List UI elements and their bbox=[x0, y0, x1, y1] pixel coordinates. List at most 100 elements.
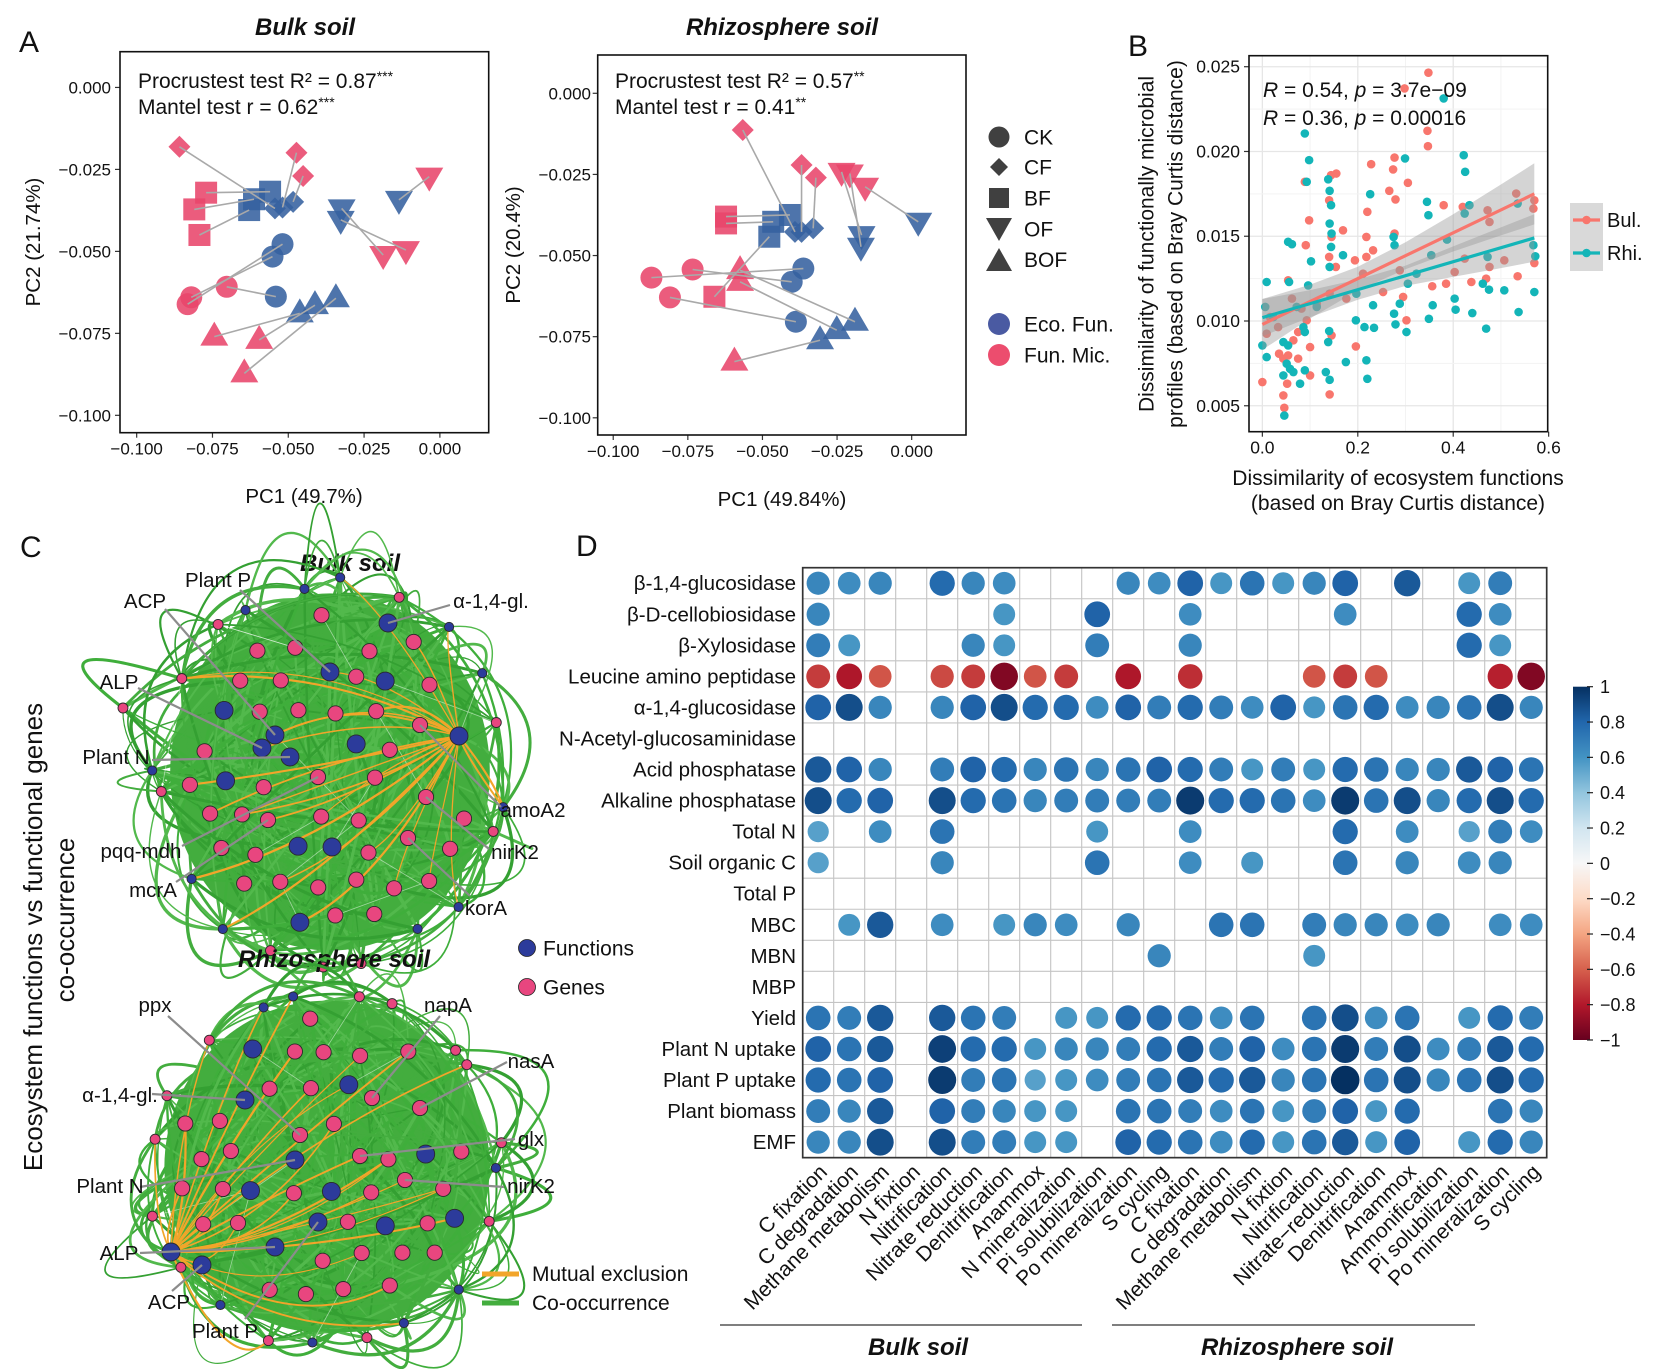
correlation-circle bbox=[1024, 1069, 1046, 1091]
co-occurrence-edge bbox=[424, 683, 470, 799]
point-rhi bbox=[1321, 367, 1331, 377]
correlation-circle bbox=[1332, 1098, 1359, 1124]
correlation-circle bbox=[1085, 788, 1110, 813]
point-rhi bbox=[1478, 279, 1488, 289]
correlation-circle bbox=[1023, 757, 1047, 782]
point-bul bbox=[1450, 267, 1459, 277]
correlation-circle bbox=[1303, 758, 1326, 781]
function-node bbox=[214, 700, 234, 720]
correlation-circle bbox=[1146, 1098, 1172, 1124]
point-fun-mic-bof bbox=[230, 358, 259, 383]
mutual-exclusion-edge bbox=[191, 735, 460, 880]
colorbar-tick-label: 0 bbox=[1600, 854, 1610, 874]
co-occurrence-edge bbox=[398, 596, 513, 808]
gene-node bbox=[203, 1034, 215, 1046]
r-symbol: R bbox=[1263, 79, 1278, 102]
correlation-circle bbox=[1301, 1067, 1327, 1093]
correlation-circle bbox=[1456, 787, 1482, 814]
correlation-circle bbox=[806, 633, 831, 658]
point-fun-mic-of bbox=[369, 245, 398, 270]
point-bul bbox=[1384, 186, 1394, 196]
correlation-circle bbox=[1365, 1131, 1388, 1154]
point-rhi bbox=[1363, 374, 1372, 384]
point-bul bbox=[1423, 126, 1432, 136]
label-leader-line bbox=[425, 796, 490, 850]
row-label: Total N bbox=[732, 821, 796, 844]
correlation-circle bbox=[1085, 633, 1110, 658]
correlation-circle bbox=[867, 1097, 894, 1125]
gene-node bbox=[202, 805, 219, 822]
correlation-circle bbox=[1488, 571, 1513, 596]
co-occurrence-edge bbox=[294, 647, 323, 817]
colorbar-tick-label: −0.8 bbox=[1600, 995, 1636, 1015]
function-node bbox=[216, 771, 236, 791]
co-occurrence-edge-highlight bbox=[255, 816, 322, 856]
gene-node bbox=[450, 1044, 462, 1056]
gene-node bbox=[261, 1080, 278, 1097]
correlation-circle bbox=[837, 571, 861, 595]
row-label: MBP bbox=[752, 976, 796, 999]
colorbar-tick-label: 0.8 bbox=[1600, 713, 1625, 733]
gene-node bbox=[193, 1151, 210, 1168]
correlation-circle bbox=[1239, 1129, 1265, 1155]
mutual-exclusion-edge bbox=[170, 1158, 390, 1254]
gene-node bbox=[176, 673, 188, 684]
point-bul bbox=[1395, 266, 1405, 275]
correlation-circle bbox=[1332, 756, 1358, 783]
correlation-circle bbox=[1209, 1130, 1233, 1154]
network-label: α-1,4-gl. bbox=[453, 590, 529, 613]
correlation-circle bbox=[1208, 912, 1234, 938]
correlation-circle bbox=[868, 820, 892, 843]
point-rhi bbox=[1325, 262, 1334, 272]
point-rhi bbox=[1325, 186, 1334, 196]
procrustes-link bbox=[726, 214, 790, 218]
group-label-rhizo: Rhizosphere soil bbox=[1201, 1334, 1394, 1361]
point-rhi bbox=[1460, 167, 1470, 177]
point-bul bbox=[1403, 178, 1413, 188]
r-value: = 0.54, bbox=[1278, 79, 1354, 102]
correlation-circle bbox=[837, 1005, 862, 1030]
legend-key-background bbox=[1570, 203, 1603, 271]
point-bul bbox=[1351, 342, 1361, 351]
co-occurrence-edge bbox=[244, 531, 342, 611]
correlation-circle bbox=[1084, 601, 1111, 628]
gene-node bbox=[251, 703, 268, 720]
legend-item-of: OF bbox=[986, 218, 1053, 242]
co-occurrence-edge bbox=[180, 584, 305, 679]
point-rhi bbox=[1424, 210, 1433, 220]
correlation-circle bbox=[1022, 694, 1048, 721]
point-bul bbox=[1513, 271, 1522, 281]
procrustes-stat-rhizo: Procrustest test R² = 0.57** bbox=[615, 68, 865, 93]
point-rhi bbox=[1389, 309, 1399, 319]
gene-node bbox=[386, 998, 398, 1010]
correlation-circle bbox=[1518, 1036, 1544, 1062]
procrustes-link bbox=[739, 281, 838, 331]
gene-node bbox=[175, 1261, 187, 1273]
function-node bbox=[321, 1181, 341, 1201]
gene-node bbox=[487, 825, 499, 837]
function-node bbox=[258, 1002, 269, 1013]
correlation-circle bbox=[1115, 663, 1142, 690]
function-node bbox=[375, 671, 395, 691]
point-rhi bbox=[1529, 240, 1538, 250]
point-bul bbox=[1424, 68, 1433, 77]
correlation-circle bbox=[1301, 1036, 1327, 1062]
co-occurrence-edge bbox=[297, 660, 386, 711]
gene-node bbox=[212, 618, 224, 630]
co-occurrence-edge bbox=[267, 1225, 387, 1357]
p-value: = 3.7e−09 bbox=[1366, 79, 1466, 102]
correlation-circle bbox=[960, 1005, 986, 1031]
co-occurrence-edge bbox=[457, 672, 505, 908]
correlation-circle bbox=[929, 570, 955, 596]
correlation-circle bbox=[1209, 1099, 1233, 1123]
co-occurrence-edge bbox=[203, 750, 409, 840]
correlation-circle bbox=[961, 664, 986, 689]
mantel-stat-bulk: Mantel test r = 0.62*** bbox=[138, 94, 335, 119]
point-rhi bbox=[1424, 314, 1434, 324]
correlation-circle bbox=[867, 1004, 894, 1032]
row-label: Leucine amino peptidase bbox=[568, 665, 796, 688]
point-rhi bbox=[1323, 337, 1333, 347]
correlation-circle bbox=[992, 1099, 1016, 1123]
label-leader-line bbox=[371, 1015, 441, 1099]
y-tick-label: −0.050 bbox=[539, 247, 591, 266]
